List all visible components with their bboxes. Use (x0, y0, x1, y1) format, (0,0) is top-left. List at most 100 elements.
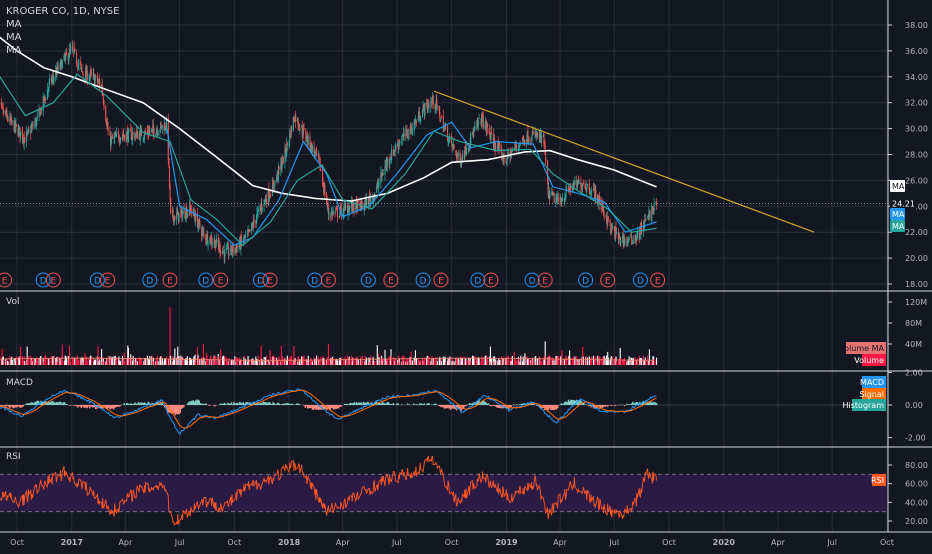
dividend-marker[interactable]: D (525, 273, 539, 287)
dividend-marker[interactable]: D (143, 273, 157, 287)
macd-histogram-bar (20, 405, 21, 408)
candle-body (604, 213, 605, 215)
volume-bar (433, 358, 434, 365)
ma-blue-tag: MA (890, 208, 905, 220)
volume-bar (220, 349, 221, 365)
macd-histogram-bar (567, 402, 568, 405)
earnings-marker[interactable]: E (484, 273, 498, 287)
macd-line (0, 389, 657, 434)
dividend-marker[interactable]: D (199, 273, 213, 287)
rsi-pane-title[interactable]: RSI (6, 452, 21, 462)
macd-histogram-bar (128, 404, 129, 405)
resistance-trendline[interactable] (434, 91, 814, 232)
macd-histogram-bar (357, 403, 358, 405)
candle-body (383, 174, 384, 175)
candle-body (554, 193, 555, 203)
candle-body (258, 209, 259, 213)
macd-histogram-bar (296, 403, 297, 405)
macd-histogram-bar (315, 405, 316, 410)
y-axis-labels[interactable]: 18.0020.0022.0024.0026.0028.0030.0032.00… (888, 21, 928, 526)
volume-bar (491, 359, 492, 365)
pane-dividers[interactable] (0, 0, 932, 532)
volume-pane-title[interactable]: Vol (6, 297, 19, 307)
x-tick-label: 2017 (61, 538, 83, 547)
earnings-marker[interactable]: E (0, 273, 11, 287)
dividend-marker[interactable]: D (416, 273, 430, 287)
volume-bar (83, 357, 84, 365)
macd-histogram-bar (214, 405, 215, 407)
earnings-marker[interactable]: E (321, 273, 335, 287)
macd-histogram-bar (421, 404, 422, 405)
volume-bar (537, 359, 538, 365)
macd-histogram-bar (84, 405, 85, 408)
x-tick-label: 2020 (713, 538, 736, 547)
candle-body (595, 190, 596, 201)
ma-indicator-1[interactable]: MA (6, 18, 119, 31)
earnings-marker[interactable]: E (163, 273, 177, 287)
earnings-marker[interactable]: E (214, 273, 228, 287)
macd-pane-title[interactable]: MACD (6, 378, 33, 388)
macd-histogram-bar (238, 403, 239, 405)
x-tick-label: Oct (445, 538, 459, 547)
dividend-marker[interactable]: D (308, 273, 322, 287)
macd-histogram-bar (193, 400, 194, 405)
earnings-marker[interactable]: E (263, 273, 277, 287)
macd-histogram-bar (629, 404, 630, 405)
volume-bar (103, 361, 104, 365)
ma-indicator-3[interactable]: MA (6, 44, 119, 57)
macd-histogram-bar (397, 404, 398, 405)
macd-histogram-bar (182, 405, 183, 408)
volume-bar (208, 360, 209, 365)
macd-histogram-bar (77, 405, 78, 408)
price-tick-label: 36.00 (905, 47, 928, 56)
histogram-tag-text: Histogram (843, 401, 885, 410)
macd-histogram-bar (626, 404, 627, 405)
macd-histogram-bar (176, 405, 177, 414)
event-marker-label: E (438, 277, 444, 287)
volume-bar (483, 358, 484, 365)
dividend-marker[interactable]: D (361, 273, 375, 287)
macd-histogram-bar (282, 404, 283, 405)
earnings-marker[interactable]: E (384, 273, 398, 287)
earnings-marker[interactable]: E (601, 273, 615, 287)
earnings-marker[interactable]: E (46, 273, 60, 287)
candle-body (612, 228, 613, 229)
earnings-marker[interactable]: E (101, 273, 115, 287)
volume-bar (91, 358, 92, 365)
earnings-marker[interactable]: E (434, 273, 448, 287)
candle-body (270, 195, 271, 196)
earnings-marker[interactable]: E (538, 273, 552, 287)
macd-histogram-bar (89, 405, 90, 408)
dividend-marker[interactable]: D (471, 273, 485, 287)
dividend-marker[interactable]: D (579, 273, 593, 287)
candle-body (395, 145, 396, 149)
symbol-title[interactable]: KROGER CO, 1D, NYSE (6, 5, 119, 18)
volume-bar (87, 361, 88, 365)
macd-histogram-bar (498, 405, 499, 408)
earnings-marker[interactable]: E (651, 273, 665, 287)
volume-tick-label: 120M (905, 298, 927, 307)
trendline-group[interactable] (0, 91, 888, 232)
chart-legend[interactable]: KROGER CO, 1D, NYSE MA MA MA (6, 5, 119, 57)
volume-bar (362, 356, 363, 365)
macd-histogram-bar (194, 402, 195, 405)
ma-indicator-2[interactable]: MA (6, 31, 119, 44)
candle-body (174, 216, 175, 220)
macd-histogram-bar (208, 405, 209, 406)
macd-histogram-bar (159, 404, 160, 405)
macd-histogram-bar (33, 403, 34, 405)
macd-histogram-bar (624, 405, 625, 406)
macd-histogram-bar (564, 402, 565, 405)
candle-body (170, 198, 171, 213)
candle-body (80, 61, 81, 66)
macd-histogram-bar (407, 403, 408, 405)
volume-bar (224, 356, 225, 365)
macd-histogram-bar (419, 403, 420, 405)
dividend-marker[interactable]: D (633, 273, 647, 287)
price-tick-label: 28.00 (905, 151, 928, 160)
candle-body (173, 210, 174, 217)
